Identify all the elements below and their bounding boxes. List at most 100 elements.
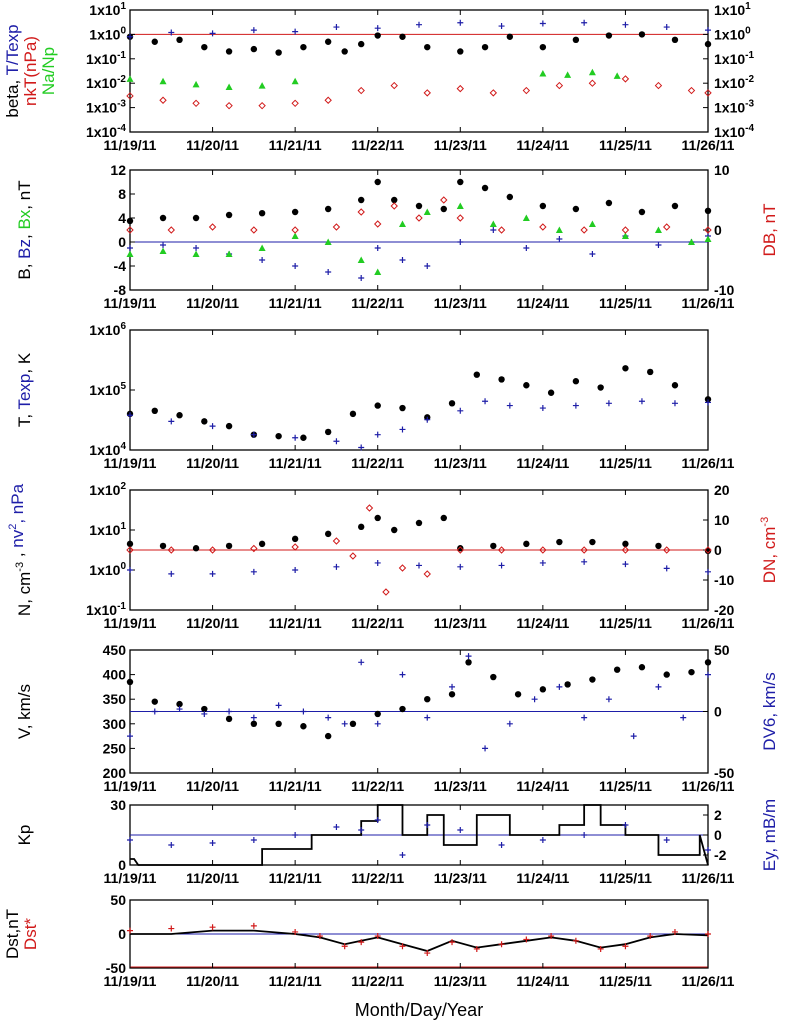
point-Na/Np [613,72,621,79]
y-tick-label-beta: 1x101 [89,1,126,18]
point-DB [440,196,448,204]
point-DV6 [201,710,208,717]
right-tick-label-Kp: -2 [714,847,727,863]
x-tick-label-T: 11/26/11 [682,455,735,471]
point-B [440,205,447,213]
x-tick-label-B: 11/24/11 [516,295,569,311]
point-B [506,193,514,201]
right-tick-label-beta: 1x101 [714,1,751,18]
point-DB [621,226,630,234]
x-tick-label-B: 11/25/11 [599,295,652,311]
y-axis-label-Kp: Kp [15,825,34,846]
point-V [514,691,522,698]
y-tick-label-beta: 1x10-3 [86,99,126,116]
point-T/Texp [168,29,175,36]
y-axis-label-V: V, km/s [15,684,34,739]
x-tick-label-T: 11/23/11 [434,455,487,471]
point-Bx [522,214,530,221]
point-Bz [556,236,563,242]
x-tick-label-T: 11/25/11 [599,455,652,471]
y-tick-label-N: 1x102 [89,481,126,498]
series-line-Kp [130,804,709,866]
x-tick-label-V: 11/25/11 [599,778,652,794]
point-T/Texp [498,23,505,30]
point-V [539,686,547,693]
point-beta [201,43,208,51]
point-Dst* [209,924,216,931]
y-tick-label-B: 8 [118,186,126,202]
x-tick-label-Kp: 11/24/11 [516,870,569,886]
point-B [572,205,580,213]
point-Bx [258,244,266,251]
x-tick-label-Dst: 11/24/11 [516,973,569,989]
point-V [201,705,208,713]
point-Bx [398,220,406,227]
point-nkT [621,75,630,83]
point-Dst* [671,928,678,935]
point-T [597,384,604,391]
x-tick-label-Dst: 11/21/11 [269,973,322,989]
point-T/Texp [622,21,629,28]
point-beta [572,36,580,44]
point-Texp [457,407,464,414]
point-T/Texp [705,27,711,34]
point-Dst* [647,933,654,940]
y-axis-label-N: N, cm-3 , nv2, nPa [7,483,34,616]
x-tick-label-V: 11/21/11 [269,778,322,794]
right-tick-label-N: 10 [714,512,730,528]
right-tick-label-N: -20 [714,602,734,618]
point-N [490,542,497,550]
point-V [275,720,282,727]
point-DN [663,546,671,554]
point-Dst* [399,943,406,950]
point-Na/Np [225,83,233,90]
y-axis-label-B: B, Bz, Bx, nT [15,180,34,279]
right-tick-label-beta: 1x100 [714,25,751,42]
point-Na/Np [291,77,299,85]
point-DV6 [250,714,257,721]
point-B [671,202,679,210]
point-DN [497,546,506,554]
point-DN [456,546,464,554]
point-Na/Np [126,75,134,82]
point-DB [539,223,547,231]
point-DN [365,504,374,512]
point-nv2 [457,563,464,570]
point-N [374,514,381,522]
point-nkT [258,101,266,110]
y-tick-label-beta: 1x10-1 [86,50,126,67]
point-Dst* [572,937,579,944]
y-tick-label-B: -4 [114,258,127,274]
point-T [300,434,307,441]
point-T [399,404,406,412]
right-tick-label-beta: 1x10-3 [714,99,754,116]
point-Texp [168,418,175,425]
point-DV6 [465,653,472,660]
point-beta [457,48,464,55]
point-DV6 [358,659,365,666]
point-Bz [457,239,464,245]
x-tick-label-Kp: 11/25/11 [599,870,652,886]
point-DV6 [655,683,662,690]
point-beta [539,43,547,51]
point-Texp [605,400,612,407]
y-tick-label-beta: 1x10-2 [86,74,126,91]
point-B [605,199,613,207]
point-N [391,526,398,534]
x-tick-label-Kp: 11/19/11 [104,870,157,886]
point-DV6 [127,733,133,740]
right-tick-label-beta: 1x10-2 [714,74,754,91]
x-tick-label-beta: 11/25/11 [599,137,652,153]
x-tick-label-B: 11/23/11 [434,295,487,311]
x-tick-label-N: 11/19/11 [104,615,157,631]
point-Texp [358,444,365,451]
point-beta [506,33,514,40]
point-V [490,673,497,681]
point-Bx [687,238,695,245]
point-T/Texp [663,24,670,31]
point-Ey [250,837,257,843]
right-tick-label-Kp: 2 [714,807,722,823]
point-Dst* [548,933,555,940]
point-beta [176,36,183,44]
point-N [415,519,423,527]
